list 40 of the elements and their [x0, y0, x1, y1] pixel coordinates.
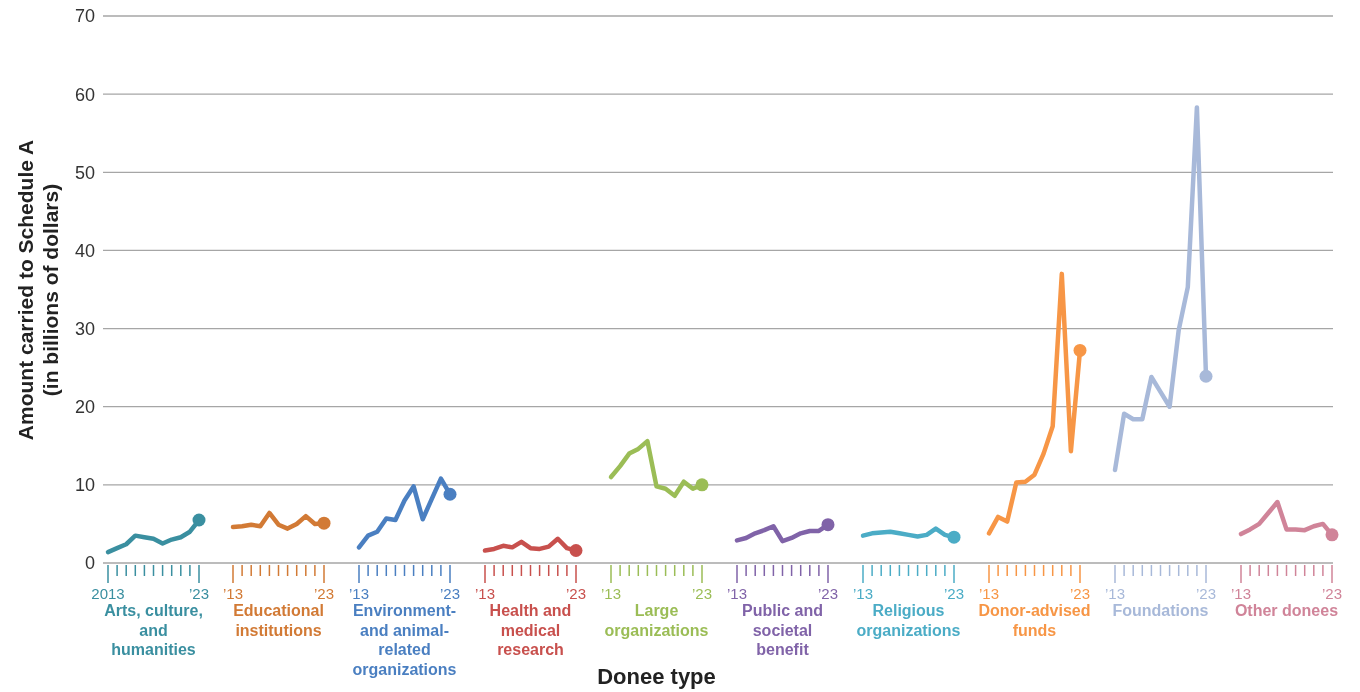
x-tick-label: ’23: [1321, 585, 1343, 602]
x-tick-label: ’23: [943, 585, 965, 602]
y-tick-label: 0: [84, 553, 95, 574]
y-tick-label: 10: [74, 475, 95, 496]
x-tick-label: ’23: [313, 585, 335, 602]
legend-label: Other donees: [1233, 601, 1340, 621]
x-tick-label: ’13: [978, 585, 1000, 602]
legend-label: Arts, culture, and humanities: [103, 601, 204, 660]
x-tick-label: ’23: [691, 585, 713, 602]
x-tick-label: ’13: [852, 585, 874, 602]
y-tick-label: 60: [74, 84, 95, 105]
x-tick-label: ’13: [222, 585, 244, 602]
x-tick-label: ’13: [348, 585, 370, 602]
x-tick-label: ’23: [188, 585, 210, 602]
x-axis-title: Donee type: [596, 664, 717, 690]
x-tick-label: ’13: [726, 585, 748, 602]
legend-label: Environment- and animal-related organizations: [351, 601, 458, 679]
x-tick-label: ’13: [474, 585, 496, 602]
x-tick-label: ’23: [1195, 585, 1217, 602]
x-tick-label: ’23: [817, 585, 839, 602]
y-tick-label: 50: [74, 162, 95, 183]
x-tick-label: ’23: [565, 585, 587, 602]
x-tick-label: ’23: [439, 585, 461, 602]
legend-label: Public and societal benefit: [741, 601, 824, 660]
legend-label: Donor-advised funds: [977, 601, 1092, 640]
x-tick-label: ’13: [1104, 585, 1126, 602]
y-tick-label: 30: [74, 318, 95, 339]
legend-label: Foundations: [1111, 601, 1210, 621]
y-axis-title: Amount carried to Schedule A (in billions of dollars): [13, 138, 63, 442]
y-tick-label: 70: [74, 6, 95, 27]
legend-label: Educational institutions: [232, 601, 325, 640]
x-tick-label: ’13: [1230, 585, 1252, 602]
x-tick-label: ’23: [1069, 585, 1091, 602]
legend-label: Health and medical research: [488, 601, 573, 660]
x-tick-label: 2013: [91, 585, 125, 602]
legend-label: Large organizations: [603, 601, 710, 640]
legend-label: Religious organizations: [855, 601, 962, 640]
x-tick-label: ’13: [600, 585, 622, 602]
y-tick-label: 40: [74, 240, 95, 261]
y-tick-label: 20: [74, 397, 95, 418]
